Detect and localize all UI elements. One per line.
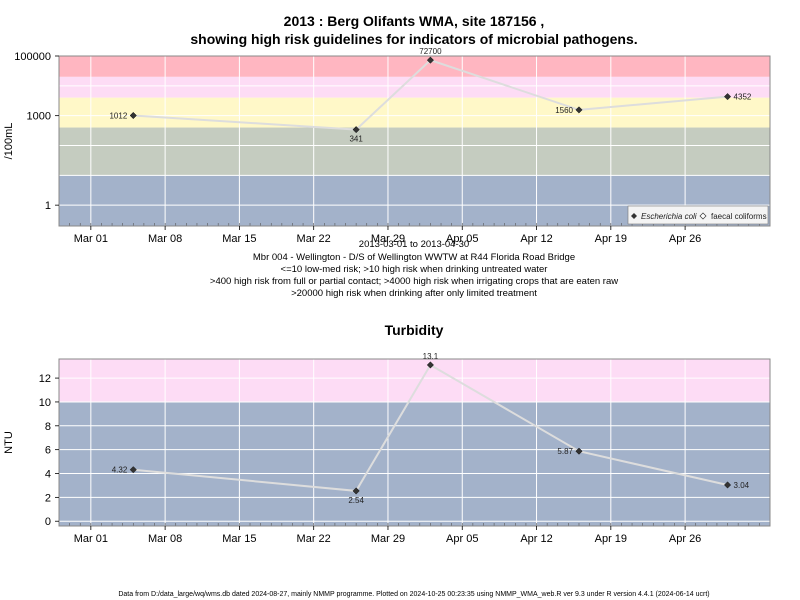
y-tick-label: 1 bbox=[45, 200, 51, 212]
data-label: 3.04 bbox=[734, 481, 750, 490]
data-label: 1560 bbox=[555, 106, 573, 115]
y-axis-label: /100mL bbox=[3, 123, 15, 160]
legend-box bbox=[627, 205, 769, 225]
x-tick-label: Apr 26 bbox=[669, 233, 701, 245]
data-point bbox=[575, 447, 583, 455]
y-tick-label: 6 bbox=[45, 445, 51, 457]
info-site-description: Mbr 004 - Wellington - D/S of Wellington… bbox=[253, 252, 575, 263]
band-pink bbox=[59, 359, 770, 402]
turbidity-title: Turbidity bbox=[385, 322, 444, 338]
x-tick-label: Apr 19 bbox=[595, 533, 627, 545]
data-point bbox=[352, 126, 360, 134]
x-tick-label: Apr 12 bbox=[520, 233, 552, 245]
x-tick-label: Mar 29 bbox=[371, 233, 405, 245]
plot-frame bbox=[58, 55, 771, 227]
data-label: 2.54 bbox=[348, 496, 364, 505]
footer-note: Data from D:/data_large/wq/wms.db dated … bbox=[118, 591, 709, 598]
x-tick-label: Apr 19 bbox=[595, 233, 627, 245]
legend-marker-ecoli bbox=[631, 213, 637, 219]
chart-title-line1: 2013 : Berg Olifants WMA, site 187156 , bbox=[284, 13, 545, 29]
y-tick-label: 10 bbox=[39, 397, 51, 409]
x-tick-label: Mar 01 bbox=[74, 233, 108, 245]
x-tick-label: Apr 05 bbox=[446, 233, 478, 245]
data-point bbox=[426, 361, 434, 369]
y-tick-label: 1000 bbox=[27, 111, 51, 123]
legend-marker-faecal bbox=[699, 212, 707, 220]
x-tick-label: Mar 15 bbox=[222, 233, 256, 245]
ecoli-panel: Mar 01 Mar 08 Mar 15 Mar 22 Mar 29 Apr 05 Apr … bbox=[3, 47, 771, 245]
data-label: 4352 bbox=[734, 93, 752, 102]
data-point bbox=[575, 106, 583, 114]
band-pink bbox=[59, 76, 770, 98]
x-tick-label: Mar 22 bbox=[297, 533, 331, 545]
x-tick-label: Mar 08 bbox=[148, 233, 182, 245]
data-label: 341 bbox=[349, 135, 363, 144]
data-point bbox=[723, 481, 732, 489]
x-tick-label: Mar 22 bbox=[297, 233, 331, 245]
data-point bbox=[723, 93, 732, 101]
data-point bbox=[129, 466, 137, 474]
turbidity-panel: Mar 01 Mar 08 Mar 15 Mar 22 Mar 29 Apr 05 Apr … bbox=[3, 352, 771, 545]
data-label: 1012 bbox=[109, 112, 127, 121]
data-label: 72700 bbox=[419, 47, 442, 56]
legend-label-faecal: faecal coliforms bbox=[711, 212, 767, 221]
y-tick-label: 4 bbox=[45, 469, 51, 481]
legend-label-ecoli: Escherichia coli bbox=[641, 212, 697, 221]
x-tick-label: Mar 29 bbox=[371, 533, 405, 545]
data-point bbox=[129, 111, 137, 120]
data-label: 13.1 bbox=[423, 352, 439, 361]
band-blue bbox=[59, 401, 770, 526]
info-date-range: 2013-03-01 to 2013-04-30 bbox=[359, 239, 469, 250]
info-guideline-contact-irrigation: >400 high risk from full or partial cont… bbox=[210, 276, 618, 287]
info-guideline-limited-treatment: >20000 high risk when drinking after onl… bbox=[291, 288, 537, 299]
plot-frame bbox=[58, 358, 771, 527]
data-label: 4.32 bbox=[112, 466, 128, 475]
y-tick-label: 2 bbox=[45, 492, 51, 504]
info-guideline-drinking: <=10 low-med risk; >10 high risk when dr… bbox=[281, 264, 548, 275]
chart-title-line2: showing high risk guidelines for indicat… bbox=[190, 31, 637, 47]
x-tick-label: Apr 12 bbox=[520, 533, 552, 545]
y-tick-label: 12 bbox=[39, 373, 51, 385]
band-greygreen bbox=[59, 127, 770, 176]
y-tick-label: 0 bbox=[45, 516, 51, 528]
x-tick-label: Mar 15 bbox=[222, 533, 256, 545]
x-tick-label: Apr 05 bbox=[446, 533, 478, 545]
x-tick-label: Mar 01 bbox=[74, 533, 108, 545]
data-point bbox=[426, 56, 434, 64]
data-point bbox=[352, 487, 360, 495]
x-tick-label: Apr 26 bbox=[669, 533, 701, 545]
y-tick-label: 8 bbox=[45, 421, 51, 433]
data-label: 5.87 bbox=[557, 447, 573, 456]
y-axis-label: NTU bbox=[3, 431, 15, 454]
y-tick-label: 100000 bbox=[14, 51, 51, 63]
x-tick-label: Mar 08 bbox=[148, 533, 182, 545]
band-red bbox=[59, 56, 770, 77]
